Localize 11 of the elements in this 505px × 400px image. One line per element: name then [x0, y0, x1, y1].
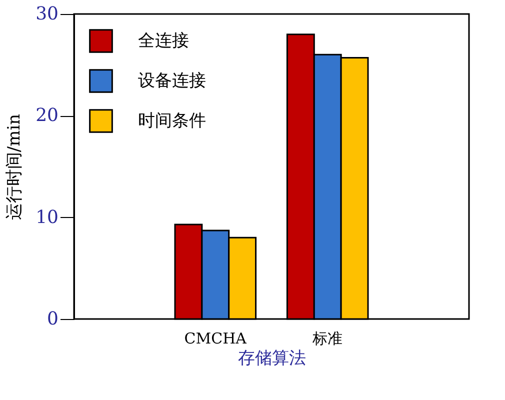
x-tick-label: CMCHA	[184, 330, 247, 348]
y-axis-title: 运行时间/min	[4, 114, 25, 220]
y-tick-label: 30	[36, 4, 58, 24]
x-tick-label: 标准	[312, 330, 343, 348]
legend-label: 设备连接	[138, 71, 206, 91]
legend-label: 时间条件	[138, 111, 206, 131]
y-tick-label: 0	[47, 308, 58, 330]
x-axis-title: 存储算法	[238, 348, 306, 368]
legend-label: 全连接	[138, 31, 189, 51]
y-tick-label: 20	[36, 105, 58, 126]
y-tick-label: 10	[36, 206, 58, 228]
